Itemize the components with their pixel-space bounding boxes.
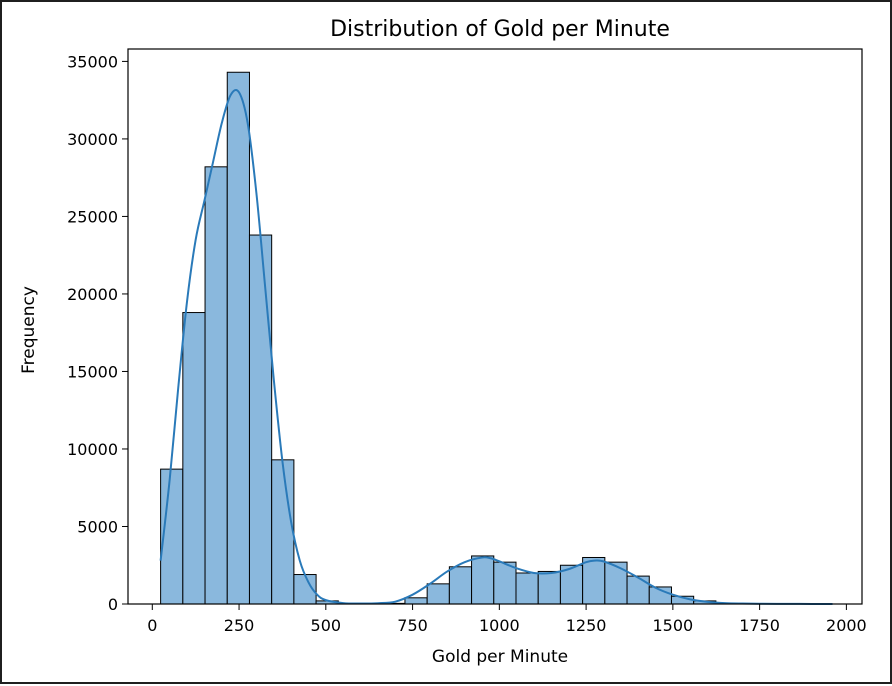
x-tick-label: 750 [397,616,428,635]
histogram-bar [449,567,471,604]
histogram-bars [161,72,827,604]
x-axis-ticks: 0 250 500 750 1000 1250 1500 1750 2000 [147,604,867,635]
histogram-bar [516,573,538,604]
y-tick-label: 35000 [67,52,118,71]
x-tick-label: 1000 [479,616,520,635]
histogram-bar [183,313,205,604]
chart-title: Distribution of Gold per Minute [330,17,670,42]
y-tick-label: 20000 [67,285,118,304]
x-tick-label: 1250 [566,616,607,635]
histogram-bar [427,584,449,604]
y-tick-label: 30000 [67,130,118,149]
y-tick-label: 5000 [77,517,118,536]
histogram-bar [227,72,249,604]
histogram-bar [472,556,494,604]
x-tick-label: 1750 [739,616,780,635]
histogram-bar [272,460,294,604]
y-tick-label: 0 [108,595,118,614]
y-tick-label: 15000 [67,362,118,381]
histogram-bar [627,576,649,604]
x-tick-label: 0 [147,616,157,635]
histogram-bar [605,562,627,604]
histogram-bar [538,571,560,604]
y-axis-label: Frequency [19,286,39,374]
histogram-bar [494,562,516,604]
y-tick-label: 25000 [67,207,118,226]
y-tick-label: 10000 [67,440,118,459]
x-axis-label: Gold per Minute [432,647,568,667]
x-tick-label: 1500 [653,616,694,635]
x-tick-label: 500 [311,616,342,635]
histogram-bar [405,598,427,604]
x-tick-label: 2000 [826,616,867,635]
histogram-bar [205,167,227,604]
x-tick-label: 250 [224,616,255,635]
histogram-bar [583,557,605,604]
histogram-bar [249,235,271,604]
y-axis-ticks: 0 5000 10000 15000 20000 25000 30000 35000 [67,52,128,614]
